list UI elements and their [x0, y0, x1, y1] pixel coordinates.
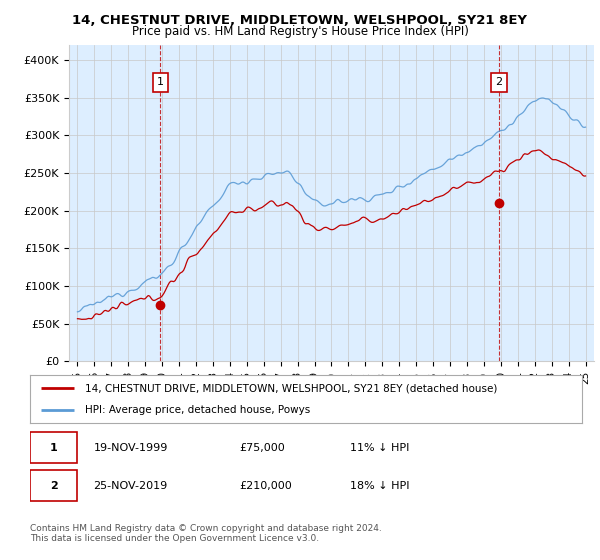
- Text: 2: 2: [50, 481, 58, 491]
- Text: 19-NOV-1999: 19-NOV-1999: [94, 444, 168, 453]
- Text: 18% ↓ HPI: 18% ↓ HPI: [350, 481, 410, 491]
- Text: 2: 2: [496, 77, 503, 87]
- Text: 1: 1: [157, 77, 164, 87]
- Text: £210,000: £210,000: [240, 481, 293, 491]
- Text: 25-NOV-2019: 25-NOV-2019: [94, 481, 168, 491]
- FancyBboxPatch shape: [30, 470, 77, 501]
- Text: £75,000: £75,000: [240, 444, 286, 453]
- Text: 14, CHESTNUT DRIVE, MIDDLETOWN, WELSHPOOL, SY21 8EY (detached house): 14, CHESTNUT DRIVE, MIDDLETOWN, WELSHPOO…: [85, 383, 497, 393]
- Text: HPI: Average price, detached house, Powys: HPI: Average price, detached house, Powy…: [85, 405, 310, 415]
- Text: 11% ↓ HPI: 11% ↓ HPI: [350, 444, 410, 453]
- Text: Price paid vs. HM Land Registry's House Price Index (HPI): Price paid vs. HM Land Registry's House …: [131, 25, 469, 38]
- Text: 14, CHESTNUT DRIVE, MIDDLETOWN, WELSHPOOL, SY21 8EY: 14, CHESTNUT DRIVE, MIDDLETOWN, WELSHPOO…: [73, 14, 527, 27]
- FancyBboxPatch shape: [30, 432, 77, 464]
- Text: Contains HM Land Registry data © Crown copyright and database right 2024.
This d: Contains HM Land Registry data © Crown c…: [30, 524, 382, 543]
- Text: 1: 1: [50, 444, 58, 453]
